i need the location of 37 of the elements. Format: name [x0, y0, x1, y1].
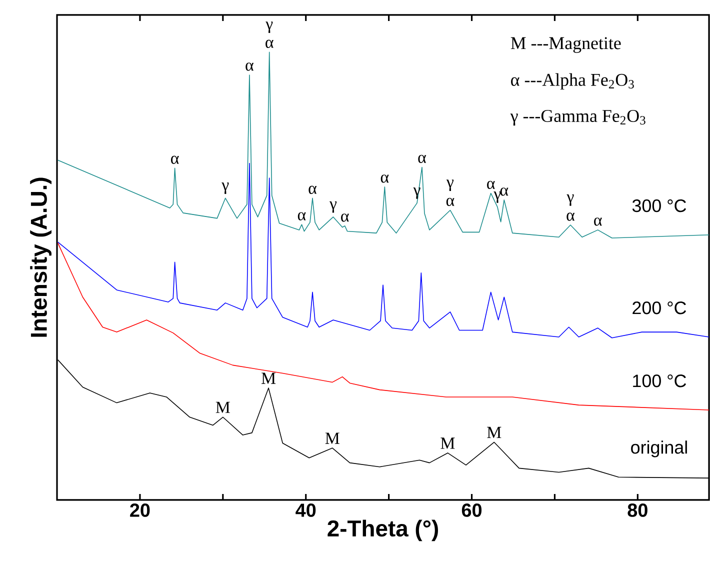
annotation: α [487, 180, 495, 190]
x-axis-title: 2-Theta (°) [328, 520, 438, 542]
annotation: γ [566, 194, 574, 206]
x-tick-label: 40 [296, 504, 316, 517]
annotation: α ---Alpha Fe$_{2}$O$_{3}$ [511, 73, 634, 90]
annotation: M [487, 426, 502, 438]
annotation: α [594, 218, 602, 226]
annotation: α [298, 212, 306, 220]
annotation: γ [494, 192, 501, 203]
annotation: α [446, 198, 454, 206]
annotation: M ---Magnetite [510, 37, 621, 53]
annotation: M [261, 372, 276, 384]
annotation: M [216, 402, 230, 413]
annotation: α [266, 40, 274, 48]
annotation: α [380, 174, 389, 183]
annotation: α [566, 212, 575, 221]
x-tick-label: 60 [462, 504, 482, 517]
series-label: 100 °C [633, 374, 686, 388]
series-label: 300 °C [632, 199, 686, 212]
x-tick-label: 20 [130, 504, 150, 517]
annotation: α [418, 154, 426, 164]
annotation: γ [329, 201, 337, 213]
annotation: α [500, 188, 508, 196]
annotation: α [341, 214, 349, 222]
x-tick-label: 80 [628, 504, 648, 517]
series-label: original [631, 440, 687, 458]
annotation: γ [266, 22, 273, 33]
annotation: γ [222, 182, 229, 194]
annotation: α [308, 186, 317, 194]
annotation: γ ---Gamma Fe$_{2}$O$_{3}$ [510, 110, 646, 126]
series-label: 200 °C [632, 302, 686, 314]
annotation: γ [446, 180, 454, 192]
annotation: M [440, 438, 455, 449]
annotation: M [325, 432, 340, 444]
annotation: α [246, 62, 254, 71]
y-axis-title: Intensity (A.U.) [30, 178, 52, 337]
annotation: α [171, 156, 179, 164]
